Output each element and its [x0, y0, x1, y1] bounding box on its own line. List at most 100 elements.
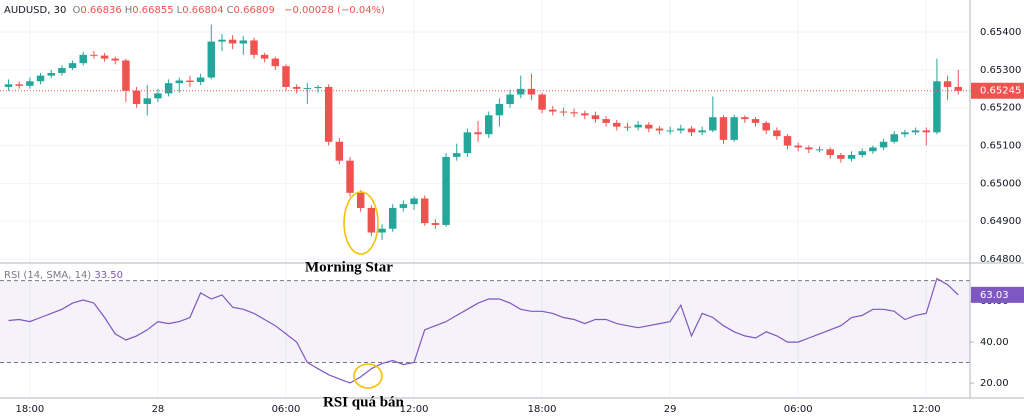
candle-body — [847, 155, 856, 159]
symbol-legend: AUDUSD, 30 O0.66836 H0.66855 L0.66804 C0.66… — [4, 5, 388, 16]
candle-body — [751, 119, 760, 123]
candle-body — [378, 228, 386, 233]
candle-body — [517, 88, 525, 95]
candle-body — [613, 122, 621, 127]
candle-body — [634, 124, 642, 128]
candle-body — [303, 88, 312, 90]
candle-body — [911, 130, 920, 133]
candle-body — [773, 130, 781, 137]
candle-body — [719, 117, 728, 140]
candle-body — [314, 86, 322, 89]
candle-body — [68, 63, 77, 69]
candle-body — [826, 149, 834, 156]
candle-body — [698, 130, 706, 133]
ohlc-values: O0.66836 H0.66855 L0.66804 C0.66809 — [73, 5, 278, 16]
annotation: RSI quá bán — [323, 394, 405, 410]
candle-body — [442, 156, 450, 225]
candle-body — [527, 88, 536, 95]
candle-body — [367, 207, 376, 233]
last-price-label: 0.65245 — [980, 86, 1021, 97]
candle-body — [292, 86, 301, 89]
indicator-value: 33.50 — [94, 270, 124, 281]
x-tick-label: 28 — [152, 404, 165, 415]
symbol: AUDUSD, 30 — [4, 5, 67, 16]
candle-body — [901, 132, 909, 135]
candle-body — [90, 54, 98, 56]
ohlc-value: 0.66804 — [182, 5, 224, 16]
candle-body — [645, 124, 653, 129]
marks-layer — [0, 24, 970, 384]
candle-body — [677, 128, 685, 131]
candle-body — [207, 41, 216, 78]
candle-body — [933, 81, 941, 133]
x-tick-label: 29 — [664, 404, 677, 415]
candle-body — [783, 136, 792, 146]
candle-body — [250, 40, 258, 55]
candle-body — [15, 84, 23, 86]
ohlc-key: O — [72, 5, 81, 16]
candle-body — [666, 130, 674, 132]
candle-body — [762, 122, 770, 131]
candle-body — [570, 112, 578, 114]
candle-body — [879, 141, 888, 148]
x-tick-label: 06:00 — [272, 404, 301, 415]
candle-body — [538, 94, 546, 110]
ohlc-key: H — [124, 5, 133, 16]
candle-body — [356, 192, 365, 208]
candle-body — [154, 93, 162, 99]
candle-body — [324, 86, 333, 142]
candle-body — [869, 147, 877, 152]
highlight-ellipse — [343, 191, 379, 255]
candle-body — [388, 207, 397, 229]
indicator-legend: RSI (14, SMA, 14) 33.50 — [4, 270, 123, 281]
y-tick-label: 20.00 — [980, 378, 1009, 389]
candle-body — [954, 86, 962, 91]
x-tick-label: 06:00 — [784, 404, 813, 415]
y-tick-label: 0.65100 — [980, 141, 1021, 152]
ohlc-key: C — [226, 5, 234, 16]
candle-body — [26, 81, 34, 86]
x-tick-label: 12:00 — [400, 404, 429, 415]
candle-body — [260, 54, 269, 59]
last-price-tag — [971, 82, 1024, 99]
candle-body — [943, 81, 952, 87]
candle-body — [111, 58, 119, 61]
change: −0.00028 (−0.04%) — [284, 5, 385, 16]
candle-body — [4, 84, 13, 87]
candle-body — [506, 94, 514, 104]
candle-body — [36, 75, 45, 82]
candle-body — [602, 119, 610, 123]
candle-body — [485, 115, 493, 135]
y-tick-label: 0.65200 — [980, 103, 1021, 114]
candle-body — [58, 68, 66, 73]
ohlc-value: 0.66855 — [132, 5, 174, 16]
highlight-ellipse — [353, 363, 383, 389]
y-tick-label: 0.64900 — [980, 216, 1021, 227]
candle-body — [890, 134, 898, 142]
candle-body — [922, 130, 930, 133]
annotation: Morning Star — [305, 259, 393, 275]
candle-body — [709, 117, 717, 131]
ohlc-value: 0.66836 — [80, 5, 122, 16]
x-tick-label: 12:00 — [912, 404, 941, 415]
candle-body — [549, 109, 557, 112]
y-tick-label: 0.65300 — [980, 65, 1021, 76]
candle-body — [335, 141, 344, 161]
candle-body — [741, 117, 749, 120]
candle-body — [399, 204, 408, 208]
ohlc-key: L — [176, 5, 183, 16]
band-fill — [0, 280, 970, 363]
candle-body — [143, 98, 151, 104]
candle-body — [794, 145, 802, 148]
candle-body — [282, 66, 290, 87]
candle-body — [463, 132, 472, 154]
candle-body — [47, 72, 55, 76]
candle-body — [495, 103, 504, 116]
candle-body — [623, 126, 632, 128]
candle-body — [196, 77, 205, 83]
candle-body — [164, 83, 173, 94]
candle-body — [687, 128, 696, 133]
candle-body — [805, 147, 813, 150]
